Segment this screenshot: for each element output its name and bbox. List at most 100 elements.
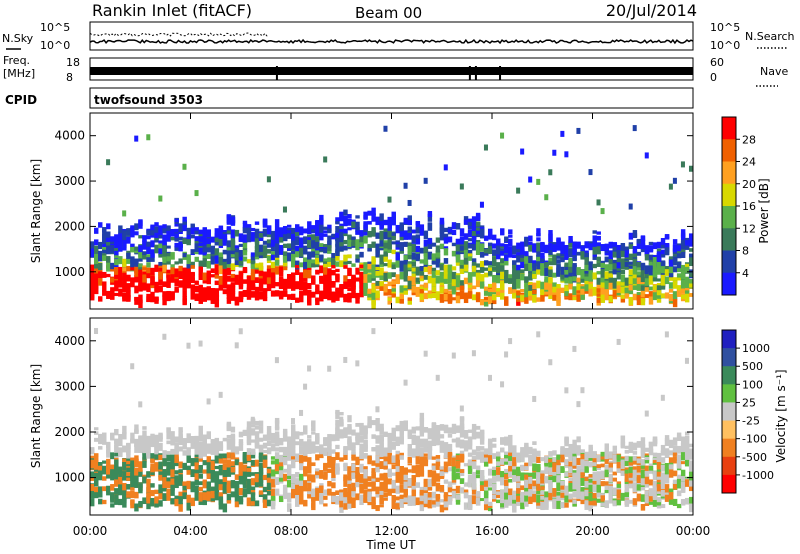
echo-cell: [439, 243, 445, 250]
echo-cell: [419, 456, 425, 466]
echo-cell: [218, 503, 224, 510]
echo-cell: [90, 490, 95, 496]
echo-cell: [218, 484, 224, 491]
echo-cell: [355, 475, 360, 484]
echo-cell: [98, 462, 103, 469]
echo-cell: [423, 230, 429, 240]
echo-cell: [146, 241, 151, 246]
echo-cell: [363, 211, 368, 219]
echo-cell: [299, 475, 304, 480]
echo-cell: [467, 436, 473, 445]
echo-cell: [343, 245, 348, 251]
echo-cell: [106, 258, 111, 262]
echo-cell: [190, 271, 195, 277]
echo-cell: [411, 261, 417, 267]
echo-cell: [524, 453, 529, 458]
echo-cell-sparse: [138, 401, 143, 408]
echo-cell: [459, 290, 465, 300]
echo-cell: [218, 279, 224, 287]
echo-cell: [170, 478, 175, 487]
echo-cell: [387, 259, 392, 268]
echo-cell: [331, 457, 336, 462]
echo-cell: [568, 443, 573, 450]
echo-cell: [335, 287, 340, 291]
echo-cell: [504, 269, 509, 279]
echo-cell: [274, 292, 280, 297]
power-data-cells: [90, 125, 694, 309]
echo-cell: [500, 459, 505, 463]
echo-cell: [391, 231, 396, 241]
echo-cell-sparse: [355, 360, 360, 367]
echo-cell-sparse: [668, 183, 673, 190]
echo-cell: [664, 247, 670, 252]
echo-cell: [343, 450, 348, 455]
echo-cell: [214, 476, 220, 484]
echo-cell: [327, 456, 332, 465]
echo-cell: [202, 449, 207, 457]
echo-cell: [254, 221, 260, 225]
echo-cell: [355, 215, 360, 219]
echo-cell: [122, 425, 127, 435]
echo-cell: [479, 436, 485, 445]
echo-cell: [672, 256, 678, 266]
echo-cell: [516, 254, 521, 263]
echo-cell: [331, 253, 336, 260]
echo-cell: [516, 501, 521, 506]
echo-cell: [375, 491, 380, 495]
echo-cell: [262, 495, 268, 503]
echo-cell: [226, 214, 232, 219]
echo-cell: [407, 280, 412, 290]
echo-cell: [222, 230, 228, 234]
echo-cell: [439, 271, 445, 280]
echo-cell: [435, 245, 441, 253]
echo-cell: [198, 495, 203, 504]
echo-cell: [620, 260, 626, 264]
echo-cell: [315, 220, 320, 229]
echo-cell: [254, 236, 260, 244]
echo-cell: [242, 464, 248, 472]
echo-cell: [202, 272, 207, 281]
echo-cell: [270, 251, 276, 261]
echo-cell: [516, 281, 521, 289]
echo-cell: [548, 243, 553, 251]
echo-cell: [375, 280, 380, 287]
echo-cell: [242, 491, 248, 497]
echo-cell: [652, 264, 658, 273]
echo-cell: [214, 491, 220, 501]
echo-cell: [672, 268, 678, 273]
echo-cell: [286, 493, 292, 503]
echo-cell: [126, 287, 131, 294]
echo-cell: [138, 263, 143, 268]
noise-trace: [89, 32, 694, 45]
echo-cell: [564, 245, 569, 249]
echo-cell: [471, 471, 477, 477]
echo-cell: [487, 288, 493, 293]
echo-cell: [299, 438, 304, 447]
echo-cell: [250, 478, 256, 486]
echo-cell: [158, 469, 163, 478]
echo-cell: [110, 262, 115, 270]
echo-cell: [270, 277, 276, 284]
echo-cell: [532, 472, 537, 479]
echo-cell: [278, 227, 284, 235]
echo-cell: [234, 501, 240, 508]
echo-cell: [194, 452, 199, 458]
echo-cell: [202, 258, 207, 267]
echo-cell: [536, 490, 541, 499]
echo-cell: [504, 254, 509, 263]
echo-cell: [311, 420, 316, 427]
echo-cell: [319, 265, 324, 274]
echo-cell: [395, 470, 400, 477]
echo-cell: [467, 444, 473, 450]
echo-cell: [520, 485, 525, 491]
echo-cell: [435, 250, 441, 258]
echo-cell: [455, 455, 461, 461]
echo-cell: [496, 474, 501, 482]
echo-cell: [624, 278, 630, 282]
echo-cell: [548, 451, 553, 457]
echo-cell: [355, 294, 360, 300]
echo-cell: [331, 464, 336, 472]
echo-cell: [214, 280, 220, 286]
echo-cell: [303, 482, 308, 486]
echo-cell: [186, 449, 191, 457]
